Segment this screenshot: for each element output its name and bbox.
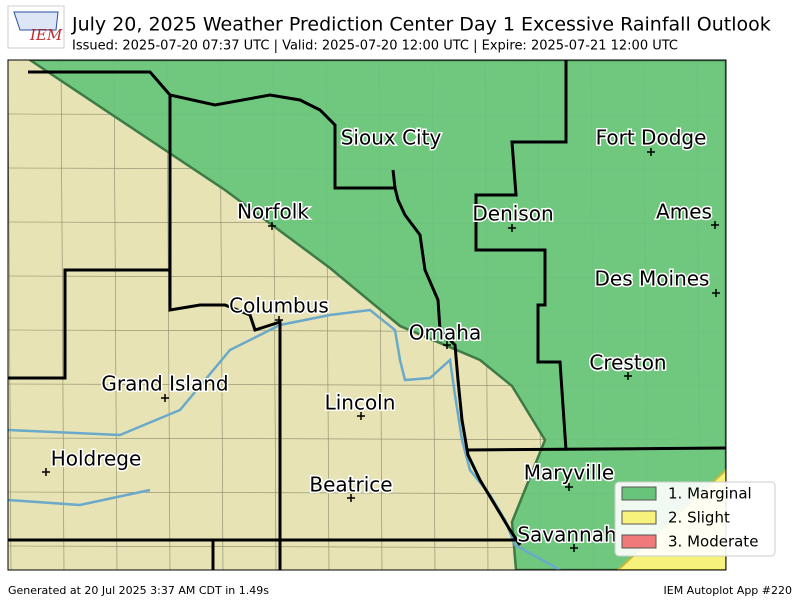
city-marker	[565, 483, 573, 491]
city-label: Savannah	[517, 523, 616, 547]
legend-swatch	[621, 534, 657, 549]
city-label: Omaha	[409, 321, 481, 345]
footer-left: Generated at 20 Jul 2025 3:37 AM CDT in …	[8, 584, 269, 597]
city-marker	[347, 494, 355, 502]
city-label: Holdrege	[51, 447, 142, 471]
state-border	[474, 60, 568, 451]
legend-label: 2. Slight	[668, 509, 730, 527]
city-label: Lincoln	[325, 391, 396, 415]
legend: 1. Marginal 2. Slight 3. Moderate	[614, 481, 776, 557]
state-border	[8, 268, 170, 380]
legend-label: 3. Moderate	[668, 533, 758, 551]
city-marker	[624, 372, 632, 380]
city-label: Norfolk	[237, 200, 309, 224]
city-label: Maryville	[524, 461, 614, 485]
river	[8, 488, 151, 507]
county-line	[60, 60, 65, 570]
city-label: Des Moines	[595, 267, 710, 291]
city-marker	[42, 468, 50, 476]
footer-right: IEM Autoplot App #220	[664, 584, 793, 597]
logo-text: IEM	[29, 26, 63, 44]
state-border	[168, 95, 282, 570]
city-marker	[647, 148, 655, 156]
legend-swatch	[621, 486, 657, 501]
marginal-area	[27, 60, 726, 570]
map	[8, 60, 726, 570]
logo: IEM	[7, 5, 65, 49]
city-label: Ames	[656, 200, 712, 224]
city-label: Denison	[472, 202, 553, 226]
subtitle: Issued: 2025-07-20 07:37 UTC | Valid: 20…	[72, 39, 678, 54]
title: July 20, 2025 Weather Prediction Center …	[71, 14, 771, 36]
city-marker	[275, 316, 283, 324]
city-label: Sioux City	[341, 126, 442, 150]
state-border	[465, 446, 726, 452]
legend-swatch	[621, 510, 657, 525]
city-label: Fort Dodge	[596, 126, 707, 150]
city-label: Grand Island	[101, 372, 228, 396]
state-border	[391, 169, 397, 189]
city-marker	[570, 544, 578, 552]
legend-label: 1. Marginal	[668, 485, 752, 503]
city-marker	[357, 412, 365, 420]
map-frame	[7, 59, 727, 571]
county-line	[113, 60, 118, 570]
city-marker	[508, 224, 516, 232]
city-label: Creston	[589, 351, 666, 375]
city-marker	[711, 221, 719, 229]
city-marker	[443, 341, 451, 349]
city-marker	[712, 289, 720, 297]
city-marker	[161, 394, 169, 402]
state-border	[28, 70, 522, 546]
city-label: Columbus	[229, 294, 329, 318]
city-label: Beatrice	[309, 473, 392, 497]
city-marker	[268, 222, 276, 230]
